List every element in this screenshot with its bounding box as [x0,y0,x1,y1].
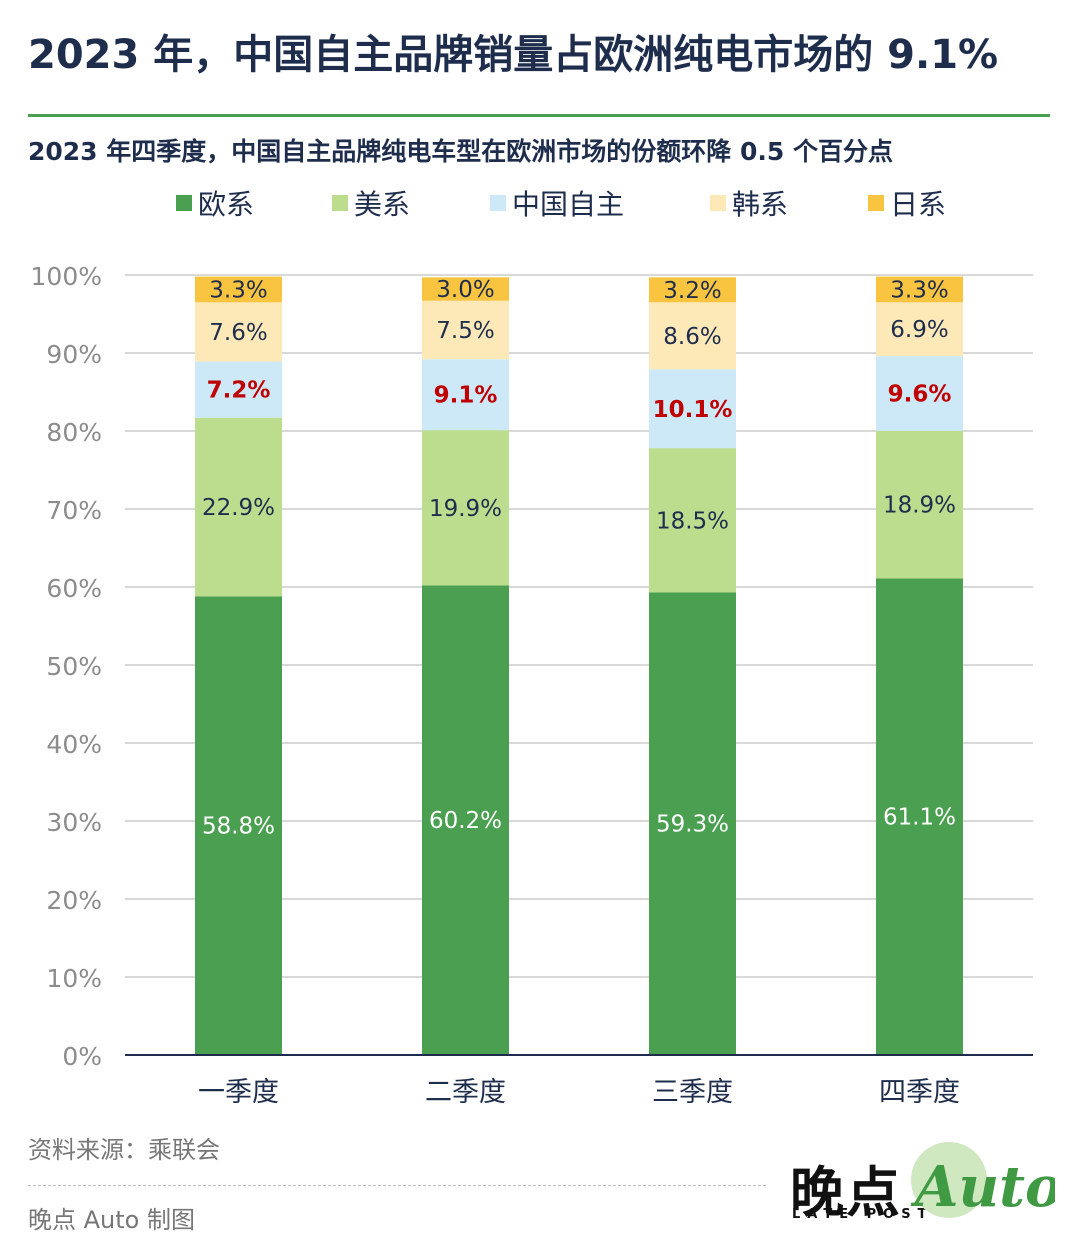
data-label: 10.1% [653,397,733,423]
legend-label: 欧系 [198,188,255,221]
y-tick-label: 30% [46,808,102,837]
data-label: 19.9% [429,496,502,522]
y-tick-label: 0% [62,1042,102,1071]
legend-item: 欧系 [176,183,254,223]
bar-segment [649,448,736,593]
legend-label: 韩系 [732,188,789,221]
data-label: 3.3% [209,277,267,303]
auto-logo-icon: Auto [910,1142,1055,1220]
bar-segment [195,276,282,303]
bar-segment [422,430,509,586]
title-divider [28,114,1050,117]
y-tick-label: 60% [46,574,102,603]
bar-segment [195,302,282,362]
y-tick-label: 50% [46,652,102,681]
bar-segment [422,359,509,431]
page-title: 2023 年，中国自主品牌销量占欧洲纯电市场的 9.1% [28,32,999,78]
legend-label: 中国自主 [512,188,625,221]
data-label: 61.1% [883,805,956,831]
y-tick-label: 40% [46,730,102,759]
legend-item: 美系 [332,183,410,223]
y-tick-label: 100% [31,262,102,291]
x-tick-label: 三季度 [652,1077,733,1108]
bar-segment [422,277,509,301]
bar-segment [876,302,963,357]
bar-segment [422,300,509,360]
legend-item: 中国自主 [490,183,624,223]
data-label: 58.8% [202,814,275,840]
data-label: 7.5% [436,318,494,344]
bar-segment [649,277,736,303]
bar-segment [195,596,282,1055]
legend-swatch [176,195,192,211]
bar-segment [876,276,963,303]
data-label: 18.9% [883,493,956,519]
chart-legend: 欧系 美系 中国自主 韩系 日系 [0,183,1080,223]
x-tick-label: 二季度 [425,1077,506,1108]
legend-label: 美系 [354,188,411,221]
y-tick-label: 90% [46,340,102,369]
brand-logo-text: 晚点 [790,1161,902,1224]
data-label: 22.9% [202,495,275,521]
auto-logo-text: Auto [910,1154,1055,1220]
data-label: 59.3% [656,812,729,838]
legend-swatch [490,195,506,211]
legend-swatch [332,195,348,211]
legend-item: 韩系 [710,183,788,223]
data-label: 9.1% [434,383,498,409]
bar-segment [422,585,509,1055]
x-tick-label: 四季度 [879,1077,960,1108]
bar-segment [195,361,282,418]
data-label: 7.6% [209,320,267,346]
y-tick-label: 70% [46,496,102,525]
data-label: 9.6% [888,382,952,408]
x-tick-label: 一季度 [198,1077,279,1108]
legend-swatch [868,195,884,211]
data-label: 3.0% [436,277,494,303]
brand-logo-subtext: LATE POST [792,1207,934,1222]
legend-item: 日系 [868,183,946,223]
legend-swatch [710,195,726,211]
bar-segment [195,417,282,597]
legend-label: 日系 [890,188,947,221]
data-label: 8.6% [663,324,721,350]
data-label: 3.3% [890,277,948,303]
bar-segment [876,578,963,1055]
bar-segment [876,356,963,431]
stacked-bar-chart: 0% 10% 20% 30% 40% 50% 60% 70% 80% 90% 100% 58.8% 22… [31,262,1033,1108]
chart-subtitle: 2023 年四季度，中国自主品牌纯电车型在欧洲市场的份额环降 0.5 个百分点 [28,137,893,166]
source-note: 资料来源：乘联会 [28,1136,220,1164]
y-tick-label: 80% [46,418,102,447]
data-label: 6.9% [890,317,948,343]
data-label: 60.2% [429,808,502,834]
data-label: 7.2% [207,378,271,404]
bar-segment [649,302,736,370]
y-tick-label: 10% [46,964,102,993]
bar-segment [649,369,736,449]
y-tick-label: 20% [46,886,102,915]
data-label: 3.2% [663,278,721,304]
bar-segment [649,592,736,1055]
bar-segment [876,431,963,579]
data-label: 18.5% [656,508,729,534]
credit-note: 晚点 Auto 制图 [28,1206,195,1234]
footer-divider [28,1185,766,1186]
